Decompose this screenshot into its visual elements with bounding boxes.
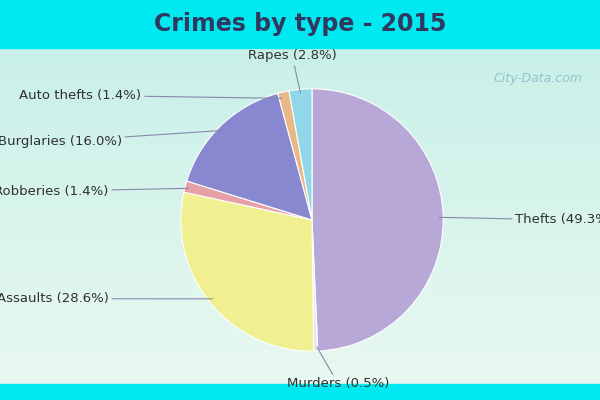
Bar bbox=[0, 254, 600, 258]
Bar bbox=[0, 86, 600, 90]
Bar bbox=[0, 384, 600, 400]
Bar bbox=[0, 64, 600, 69]
Bar bbox=[0, 241, 600, 245]
Bar bbox=[0, 182, 600, 186]
Bar bbox=[0, 237, 600, 241]
Bar bbox=[0, 115, 600, 119]
Bar bbox=[0, 94, 600, 98]
Bar bbox=[0, 232, 600, 237]
Bar bbox=[0, 228, 600, 233]
Wedge shape bbox=[289, 89, 312, 220]
Bar bbox=[0, 287, 600, 292]
Bar bbox=[0, 304, 600, 308]
Bar bbox=[0, 283, 600, 287]
Bar bbox=[0, 165, 600, 170]
Bar bbox=[0, 367, 600, 371]
Bar bbox=[0, 270, 600, 275]
Bar bbox=[0, 56, 600, 60]
Bar bbox=[0, 52, 600, 56]
Wedge shape bbox=[184, 181, 312, 220]
Bar bbox=[0, 371, 600, 376]
Bar bbox=[0, 106, 600, 111]
Bar bbox=[0, 119, 600, 124]
Text: Burglaries (16.0%): Burglaries (16.0%) bbox=[0, 130, 223, 148]
Bar bbox=[0, 308, 600, 313]
Bar bbox=[0, 338, 600, 342]
Bar bbox=[0, 207, 600, 212]
Bar bbox=[0, 77, 600, 82]
Bar bbox=[0, 169, 600, 174]
Bar bbox=[0, 358, 600, 363]
Bar bbox=[0, 321, 600, 325]
Bar bbox=[0, 329, 600, 334]
Bar bbox=[0, 190, 600, 195]
Bar bbox=[0, 60, 600, 65]
Bar bbox=[0, 312, 600, 317]
Bar bbox=[0, 111, 600, 115]
Bar bbox=[0, 300, 600, 304]
Bar bbox=[0, 132, 600, 136]
Bar bbox=[0, 194, 600, 199]
Text: Assaults (28.6%): Assaults (28.6%) bbox=[0, 292, 212, 305]
Bar bbox=[0, 152, 600, 157]
Bar bbox=[0, 186, 600, 191]
Bar bbox=[0, 245, 600, 250]
Bar bbox=[0, 161, 600, 166]
Bar bbox=[0, 362, 600, 367]
Bar bbox=[0, 98, 600, 102]
Bar bbox=[0, 291, 600, 296]
Bar bbox=[0, 295, 600, 300]
Wedge shape bbox=[312, 220, 318, 351]
Bar bbox=[0, 128, 600, 132]
Bar bbox=[0, 258, 600, 262]
Bar bbox=[0, 249, 600, 254]
Bar bbox=[0, 342, 600, 346]
Bar bbox=[0, 148, 600, 153]
Bar bbox=[0, 333, 600, 338]
Bar bbox=[0, 0, 600, 48]
Wedge shape bbox=[278, 91, 312, 220]
Bar bbox=[0, 178, 600, 182]
Bar bbox=[0, 224, 600, 229]
Text: Robberies (1.4%): Robberies (1.4%) bbox=[0, 185, 188, 198]
Text: City-Data.com: City-Data.com bbox=[493, 72, 582, 85]
Bar bbox=[0, 203, 600, 208]
Wedge shape bbox=[187, 93, 312, 220]
Bar bbox=[0, 48, 600, 52]
Text: Auto thefts (1.4%): Auto thefts (1.4%) bbox=[19, 89, 282, 102]
Bar bbox=[0, 123, 600, 128]
Bar bbox=[0, 102, 600, 107]
Bar bbox=[0, 136, 600, 140]
Bar bbox=[0, 375, 600, 380]
Text: Thefts (49.3%): Thefts (49.3%) bbox=[439, 214, 600, 226]
Bar bbox=[0, 346, 600, 350]
Bar bbox=[0, 140, 600, 144]
Bar bbox=[0, 199, 600, 203]
Bar bbox=[0, 69, 600, 73]
Text: Crimes by type - 2015: Crimes by type - 2015 bbox=[154, 12, 446, 36]
Bar bbox=[0, 274, 600, 279]
Bar bbox=[0, 354, 600, 359]
Bar bbox=[0, 325, 600, 330]
Bar bbox=[0, 73, 600, 77]
Bar bbox=[0, 81, 600, 86]
Bar bbox=[0, 144, 600, 149]
Bar bbox=[0, 220, 600, 224]
Bar bbox=[0, 174, 600, 178]
Bar bbox=[0, 216, 600, 220]
Bar bbox=[0, 90, 600, 94]
Wedge shape bbox=[312, 89, 443, 351]
Bar bbox=[0, 262, 600, 266]
Bar bbox=[0, 350, 600, 354]
Bar bbox=[0, 157, 600, 161]
Bar bbox=[0, 278, 600, 283]
Bar bbox=[0, 212, 600, 216]
Wedge shape bbox=[181, 192, 314, 351]
Bar bbox=[0, 266, 600, 271]
Bar bbox=[0, 316, 600, 321]
Text: Rapes (2.8%): Rapes (2.8%) bbox=[248, 50, 337, 93]
Bar bbox=[0, 379, 600, 384]
Text: Murders (0.5%): Murders (0.5%) bbox=[287, 347, 389, 390]
